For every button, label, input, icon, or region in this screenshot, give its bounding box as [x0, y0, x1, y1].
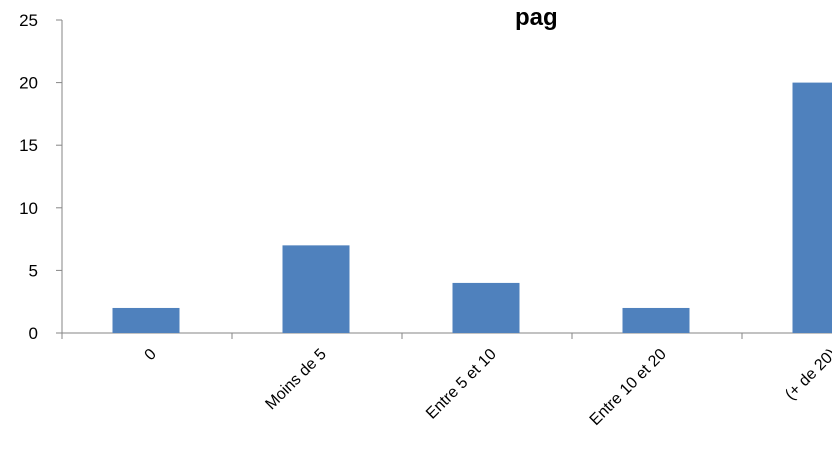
- category-label: Entre 10 et 20: [587, 346, 670, 429]
- category-label-group: 0 Moins de 5 Entre 5 et 10 Entre 10 et 20 (+…: [142, 346, 832, 429]
- y-tick-label: 5: [29, 261, 38, 280]
- y-tick-label: 20: [19, 74, 38, 93]
- category-label: 0: [142, 346, 160, 364]
- y-tick-label: 15: [19, 136, 38, 155]
- bar-0: [112, 307, 180, 333]
- bar-4: [792, 82, 832, 333]
- y-tick-label: 25: [19, 11, 38, 30]
- bar-3: [622, 307, 690, 333]
- y-tick-label: 0: [29, 324, 38, 343]
- bar-1: [282, 245, 350, 333]
- category-label: Moins de 5: [262, 346, 329, 413]
- category-label: Entre 5 et 10: [423, 346, 500, 423]
- chart-title-fragment: pag: [515, 4, 558, 31]
- y-tick-label: 10: [19, 199, 38, 218]
- bar-group: [112, 82, 832, 333]
- category-label: (+ de 20): [782, 346, 832, 404]
- x-tick-group: [61, 333, 743, 339]
- bar-2: [452, 282, 520, 333]
- y-tick-group: 0 5 10 15 20 25: [19, 11, 62, 343]
